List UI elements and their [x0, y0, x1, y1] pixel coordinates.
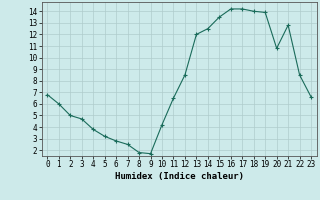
X-axis label: Humidex (Indice chaleur): Humidex (Indice chaleur) — [115, 172, 244, 181]
